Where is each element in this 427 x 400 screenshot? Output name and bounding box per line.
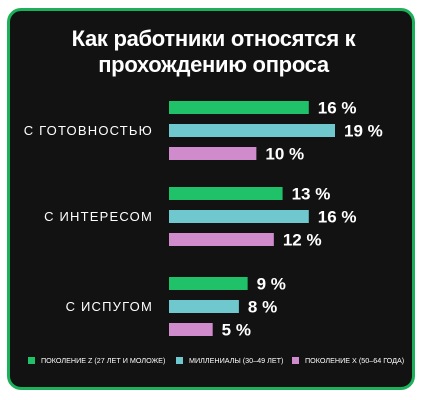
value-label-interest-gen-z: 13 % xyxy=(292,185,331,204)
chart-title-line-2: прохождению опроса xyxy=(98,52,329,77)
value-label-fear-gen-z: 9 % xyxy=(257,275,286,294)
legend-swatch-gen-x xyxy=(292,357,299,364)
value-label-interest-millennials: 16 % xyxy=(318,208,357,227)
bar-interest-millennials xyxy=(169,210,309,223)
bar-readiness-gen-x xyxy=(169,147,257,160)
value-label-fear-millennials: 8 % xyxy=(248,298,277,317)
legend-item-millennials: МИЛЛЕНИАЛЫ (30–49 ЛЕТ) xyxy=(176,356,283,365)
category-label-readiness: С ГОТОВНОСТЬЮ xyxy=(24,123,153,138)
legend-label-gen-z: ПОКОЛЕНИЕ Z (27 ЛЕТ И МОЛОЖЕ) xyxy=(41,356,166,365)
legend-item-gen-x: ПОКОЛЕНИЕ X (50–64 ГОДА) xyxy=(292,356,404,365)
legend-label-gen-x: ПОКОЛЕНИЕ X (50–64 ГОДА) xyxy=(305,356,405,365)
category-label-fear: С ИСПУГОМ xyxy=(66,299,153,314)
value-label-readiness-millennials: 19 % xyxy=(344,122,383,141)
legend-swatch-gen-z xyxy=(28,357,35,364)
value-label-interest-gen-x: 12 % xyxy=(283,231,322,250)
legend-item-gen-z: ПОКОЛЕНИЕ Z (27 ЛЕТ И МОЛОЖЕ) xyxy=(28,356,165,365)
bar-fear-gen-x xyxy=(169,323,213,336)
bar-readiness-millennials xyxy=(169,124,335,137)
bar-fear-millennials xyxy=(169,300,239,313)
legend-swatch-millennials xyxy=(176,357,183,364)
bar-fear-gen-z xyxy=(169,277,248,290)
value-label-fear-gen-x: 5 % xyxy=(222,321,251,340)
chart-title-line-1: Как работники относятся к xyxy=(71,26,356,51)
bar-interest-gen-z xyxy=(169,187,283,200)
legend-label-millennials: МИЛЛЕНИАЛЫ (30–49 ЛЕТ) xyxy=(189,356,284,365)
bar-readiness-gen-z xyxy=(169,101,309,114)
value-label-readiness-gen-x: 10 % xyxy=(265,145,304,164)
category-label-interest: С ИНТЕРЕСОМ xyxy=(44,209,153,224)
legend: ПОКОЛЕНИЕ Z (27 ЛЕТ И МОЛОЖЕ) МИЛЛЕНИАЛЫ… xyxy=(28,356,408,370)
value-label-readiness-gen-z: 16 % xyxy=(318,99,357,118)
chart-title: Как работники относятся к прохождению оп… xyxy=(0,26,427,78)
bar-interest-gen-x xyxy=(169,233,274,246)
